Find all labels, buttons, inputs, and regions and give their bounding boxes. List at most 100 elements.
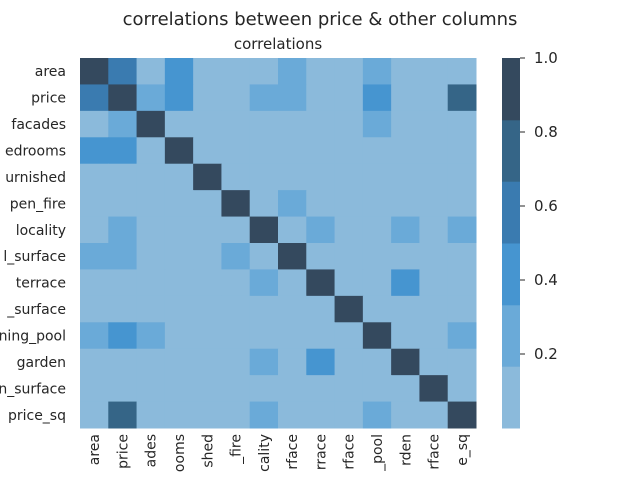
colorbar-segment (502, 304, 520, 367)
column-label: rden (398, 434, 414, 466)
heatmap-cell-12-12 (419, 375, 449, 403)
row-label: n_surface (0, 381, 66, 397)
heatmap-cell-4-4 (193, 163, 222, 191)
heatmap-cell-7-12 (419, 243, 449, 270)
heatmap-cell-7-8 (306, 243, 336, 270)
column-label: ades (144, 434, 160, 467)
heatmap-cell-1-9 (334, 84, 364, 112)
heatmap-cell-4-10 (362, 163, 392, 191)
heatmap-cell-6-10 (362, 216, 392, 244)
heatmap-cell-9-8 (306, 295, 336, 323)
figure-suptitle: correlations between price & other colum… (123, 9, 518, 30)
heatmap-cell-8-2 (136, 269, 166, 297)
heatmap-cell-3-6 (249, 137, 279, 165)
heatmap-cell-12-7 (278, 375, 307, 403)
column-label: rface (342, 434, 358, 470)
heatmap-cell-6-8 (306, 216, 336, 244)
heatmap-cell-11-3 (164, 348, 194, 376)
heatmap-cell-3-5 (221, 137, 251, 165)
heatmap-cell-0-2 (136, 58, 166, 85)
heatmap-cell-1-0 (80, 84, 109, 112)
heatmap-cell-12-0 (80, 375, 109, 403)
heatmap-cell-2-3 (164, 110, 194, 138)
heatmap-cell-3-8 (306, 137, 336, 165)
heatmap-cell-11-11 (391, 348, 420, 376)
heatmap-cell-0-8 (306, 58, 336, 85)
heatmap-cell-2-7 (278, 110, 307, 138)
heatmap-cell-7-9 (334, 243, 364, 270)
heatmap-cell-11-5 (221, 348, 251, 376)
heatmap-cell-7-7 (278, 243, 307, 270)
row-label: area (35, 64, 66, 80)
column-label: e_sq (455, 434, 471, 466)
row-label: edrooms (5, 144, 66, 160)
heatmap-cell-11-4 (193, 348, 222, 376)
column-label: cality (257, 434, 273, 472)
heatmap-cell-4-12 (419, 163, 449, 191)
heatmap-cell-10-1 (108, 322, 138, 350)
heatmap-cell-12-10 (362, 375, 392, 403)
row-label: price (31, 91, 66, 107)
heatmap-cell-3-4 (193, 137, 222, 165)
heatmap-cell-5-4 (193, 190, 222, 218)
heatmap-cell-0-1 (108, 58, 138, 85)
heatmap-cell-8-5 (221, 269, 251, 297)
heatmap-cell-1-12 (419, 84, 449, 112)
heatmap-cell-2-2 (136, 110, 166, 138)
heatmap-cell-8-1 (108, 269, 138, 297)
heatmap-cell-12-6 (249, 375, 279, 403)
heatmap-cell-11-6 (249, 348, 279, 376)
colorbar-tick-label: 0.8 (534, 123, 558, 141)
heatmap-cell-10-12 (419, 322, 449, 350)
heatmap-cell-4-5 (221, 163, 251, 191)
heatmap-cell-0-5 (221, 58, 251, 85)
heatmap-cell-12-9 (334, 375, 364, 403)
heatmap-cell-3-11 (391, 137, 420, 165)
heatmap-cell-5-3 (164, 190, 194, 218)
heatmap-cell-9-0 (80, 295, 109, 323)
heatmap-cell-13-11 (391, 401, 420, 429)
heatmap-cell-8-7 (278, 269, 307, 297)
heatmap-cell-8-10 (362, 269, 392, 297)
heatmap-cell-8-12 (419, 269, 449, 297)
heatmap-cell-4-11 (391, 163, 420, 191)
row-label: urnished (5, 170, 66, 186)
heatmap-cell-6-6 (249, 216, 279, 244)
heatmap-cell-13-13 (447, 401, 477, 429)
heatmap-cell-12-2 (136, 375, 166, 403)
heatmap-cell-8-6 (249, 269, 279, 297)
heatmap-cell-5-12 (419, 190, 449, 218)
heatmap-cell-13-4 (193, 401, 222, 429)
colorbar-segment (502, 119, 520, 182)
heatmap-cell-10-2 (136, 322, 166, 350)
heatmap-cell-1-11 (391, 84, 420, 112)
heatmap-cell-2-5 (221, 110, 251, 138)
heatmap-cell-7-6 (249, 243, 279, 270)
row-label: ning_pool (0, 329, 66, 345)
heatmap-cell-13-12 (419, 401, 449, 429)
heatmap-cell-9-12 (419, 295, 449, 323)
heatmap-cell-7-1 (108, 243, 138, 270)
heatmap-cell-10-0 (80, 322, 109, 350)
heatmap-cell-5-7 (278, 190, 307, 218)
heatmap-cell-0-7 (278, 58, 307, 85)
heatmap-cell-6-11 (391, 216, 420, 244)
heatmap-cell-7-3 (164, 243, 194, 270)
row-label: pen_fire (10, 196, 66, 212)
heatmap-cell-1-6 (249, 84, 279, 112)
heatmap-cell-3-1 (108, 137, 138, 165)
heatmap-cell-4-0 (80, 163, 109, 191)
heatmap-cell-13-8 (306, 401, 336, 429)
heatmap-cell-11-13 (447, 348, 477, 376)
heatmap-cell-10-6 (249, 322, 279, 350)
heatmap-cell-13-2 (136, 401, 166, 429)
heatmap-cell-9-2 (136, 295, 166, 323)
heatmap-cell-4-2 (136, 163, 166, 191)
row-label: facades (11, 117, 66, 133)
heatmap-cell-10-7 (278, 322, 307, 350)
heatmap-cell-0-4 (193, 58, 222, 85)
heatmap-cell-8-3 (164, 269, 194, 297)
row-label: price_sq (8, 408, 66, 424)
colorbar-tick-label: 1.0 (534, 49, 558, 67)
heatmap-cell-10-8 (306, 322, 336, 350)
